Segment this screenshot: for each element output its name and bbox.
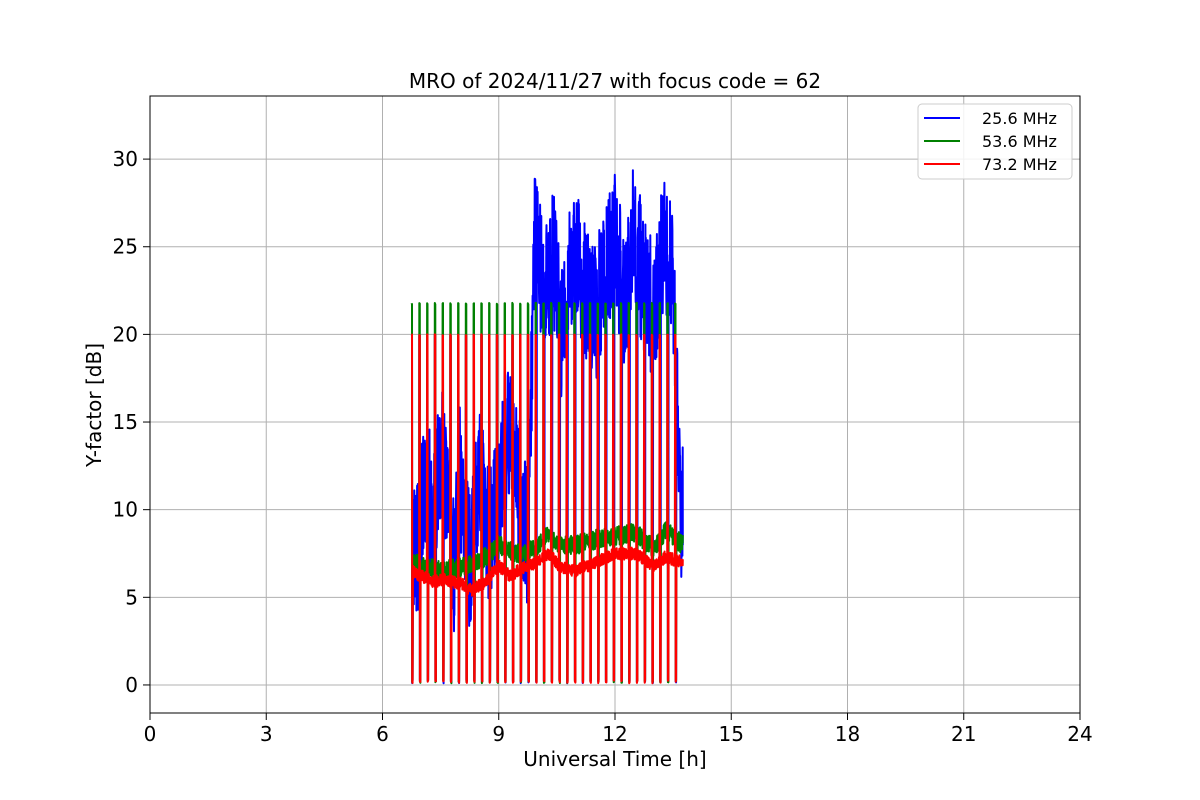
chart-title: MRO of 2024/11/27 with focus code = 62 [409, 69, 821, 93]
x-tick-label-8: 24 [1067, 722, 1092, 746]
series-73-2-mhz-line [411, 333, 684, 685]
legend-box [917, 103, 1073, 180]
y-tick-label-4: 20 [113, 322, 138, 346]
x-tick-label-6: 18 [835, 722, 860, 746]
x-tick-label-5: 15 [719, 722, 744, 746]
series-25-6-mhz-line [410, 169, 684, 685]
x-tick-label-7: 21 [951, 722, 976, 746]
y-tick-label-3: 15 [113, 410, 138, 434]
series-53-6-mhz-line [410, 301, 684, 685]
plot-frame [149, 95, 1081, 714]
y-axis-ticks: 0 5 10 15 20 25 30 [113, 147, 150, 697]
y-tick-label-2: 10 [113, 498, 138, 522]
y-tick-label-0: 0 [125, 673, 138, 697]
series-layer [410, 169, 684, 685]
x-tick-label-2: 6 [376, 722, 389, 746]
legend-label-25-6-mhz: 25.6 MHz [982, 109, 1057, 128]
legend-label-53-6-mhz: 53.6 MHz [982, 132, 1057, 151]
x-axis-title: Universal Time [h] [523, 747, 706, 771]
y-tick-label-5: 25 [113, 235, 138, 259]
x-tick-label-0: 0 [144, 722, 157, 746]
x-tick-label-4: 12 [602, 722, 627, 746]
legend-label-73-2-mhz: 73.2 MHz [982, 155, 1057, 174]
y-tick-label-1: 5 [125, 585, 138, 609]
legend: 25.6 MHz 53.6 MHz 73.2 MHz [917, 103, 1073, 180]
x-tick-label-1: 3 [260, 722, 273, 746]
y-tick-label-6: 30 [113, 147, 138, 171]
x-axis-ticks: 0 3 6 9 12 15 18 21 24 [144, 713, 1093, 746]
x-tick-label-3: 9 [492, 722, 505, 746]
y-axis-title: Y-factor [dB] [82, 343, 106, 468]
